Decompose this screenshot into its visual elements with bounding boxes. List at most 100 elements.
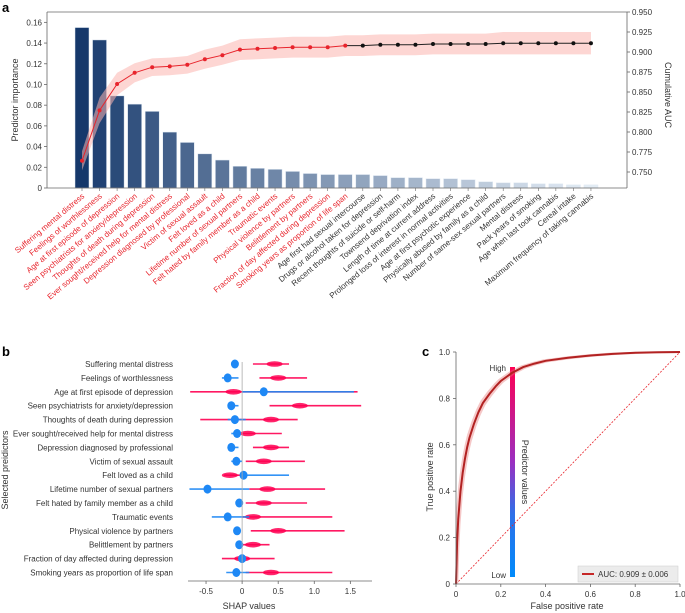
feature-label: Feelings of worthlessness	[81, 374, 173, 383]
importance-bar	[443, 178, 458, 189]
importance-bar	[320, 174, 335, 189]
importance-bar	[109, 95, 125, 189]
shap-low-cluster	[232, 568, 241, 577]
shap-rows: Suffering mental distress Feelings of wor…	[13, 359, 362, 578]
auc-point	[536, 41, 541, 46]
y-tick-label: 0.6	[439, 441, 451, 450]
auc-point	[501, 41, 506, 46]
auc-point	[150, 65, 155, 70]
y2-tick-label: 0.850	[632, 88, 653, 97]
shap-high-cluster	[244, 514, 261, 520]
colorbar-low-label: Low	[491, 571, 506, 580]
y-tick-label: 0.08	[26, 101, 42, 110]
y-axis-label-cumulative-auc: Cumulative AUC	[663, 62, 673, 129]
importance-bar	[355, 174, 371, 189]
importance-bar	[197, 153, 213, 189]
shap-high-cluster	[291, 402, 308, 409]
auc-point	[80, 158, 84, 163]
feature-label: Belittlement by partners	[89, 541, 173, 550]
feature-label: Age at first episode of depression	[54, 388, 173, 397]
auc-point	[571, 41, 576, 46]
y-tick-label: 0.4	[439, 487, 451, 496]
y2-tick-label: 0.875	[632, 68, 653, 77]
auc-point	[325, 45, 330, 50]
y-tick-label: 0	[446, 580, 451, 589]
shap-high-cluster	[259, 486, 276, 492]
legend-label-auc: AUC: 0.909 ± 0.006	[598, 570, 669, 579]
importance-bar	[302, 173, 318, 189]
shap-low-cluster	[203, 484, 212, 494]
shap-low-cluster	[230, 359, 239, 369]
feature-label: Ever sought/received help for mental dis…	[13, 430, 173, 439]
feature-label: Felt hated by family member as a child	[36, 499, 173, 508]
y2-tick-label: 0.750	[632, 168, 653, 177]
cumulative-auc-line	[80, 41, 593, 163]
shap-high-cluster	[225, 389, 242, 395]
x-tick-label: -0.5	[199, 587, 213, 596]
auc-point	[290, 45, 295, 50]
importance-bar	[373, 175, 388, 189]
y-tick-label: 0.10	[26, 80, 42, 89]
y-tick-label: 1.0	[439, 348, 451, 357]
shap-high-cluster	[255, 500, 272, 506]
shap-low-cluster	[259, 387, 268, 397]
x-tick-label: 0	[454, 590, 459, 599]
y-axis-label-selected-predictors: Selected preidictors	[0, 430, 10, 510]
shap-high-cluster	[255, 458, 272, 465]
y-tick-label: 0.2	[439, 534, 451, 543]
y2-tick-label: 0.800	[632, 128, 653, 137]
auc-point	[448, 42, 453, 46]
shap-high-cluster	[262, 569, 279, 576]
importance-bar	[232, 166, 248, 189]
y-axis-label-true-positive-rate: True positive rate	[425, 442, 435, 511]
auc-point	[553, 41, 558, 46]
shap-high-cluster	[270, 528, 287, 534]
feature-label: Lifetime number of sexual partners	[50, 485, 173, 494]
x-tick-label: 0.2	[495, 590, 507, 599]
auc-point	[273, 46, 278, 50]
feature-label: Thoughts of death during depression	[43, 416, 173, 425]
auc-line-selected	[81, 45, 346, 161]
importance-bar	[144, 111, 160, 189]
chance-line	[455, 351, 681, 585]
panel-a-chart: 0 0.02 0.04 0.06 0.08 0.10 0.12 0.14 0.16 0.750 0.…	[10, 8, 673, 301]
feature-label: Smoking years as proportion of life span	[30, 569, 173, 578]
shap-low-cluster	[235, 498, 244, 508]
importance-bar	[513, 182, 528, 189]
x-axis-label-shap-values: SHAP values	[223, 601, 276, 611]
y2-tick-label: 0.775	[632, 148, 653, 157]
importance-bar	[548, 183, 564, 189]
colorbar-high-label: High	[490, 364, 506, 373]
shap-low-cluster	[230, 415, 239, 425]
shap-low-cluster	[227, 442, 236, 452]
feature-label: Seen psychiatrists for anxiety/depressio…	[28, 402, 173, 411]
feature-label: Traumatic events	[112, 513, 173, 522]
auc-point	[360, 43, 365, 48]
importance-bar	[390, 177, 406, 189]
shap-low-cluster	[233, 429, 242, 438]
feature-label: Suffering mental distress	[85, 360, 173, 369]
auc-point	[343, 43, 348, 48]
shap-low-cluster	[227, 401, 236, 411]
y-tick-label: 0	[38, 184, 43, 193]
shap-high-cluster	[244, 541, 261, 548]
importance-bar	[408, 177, 423, 189]
x-tick-label: 1.0	[309, 587, 321, 596]
auc-confidence-band	[82, 32, 591, 171]
auc-point	[413, 42, 418, 47]
importance-bar	[180, 142, 195, 189]
roc-lines	[455, 351, 681, 585]
legend-box	[577, 565, 679, 583]
panel-label-a: a	[2, 0, 10, 15]
feature-label: Depression diagnosed by professional	[37, 443, 173, 452]
auc-point	[466, 42, 471, 46]
panel-label-b: b	[2, 344, 10, 359]
importance-bar	[531, 183, 546, 189]
auc-point	[588, 41, 593, 46]
y-axis-label-predictor-importance: Predictor importance	[10, 58, 20, 141]
x-tick-label: 1.0	[674, 590, 685, 599]
importance-bar	[162, 131, 177, 189]
panel-label-c: c	[422, 344, 429, 359]
y-tick-label: 0.06	[26, 122, 42, 131]
shap-high-cluster	[262, 444, 279, 451]
